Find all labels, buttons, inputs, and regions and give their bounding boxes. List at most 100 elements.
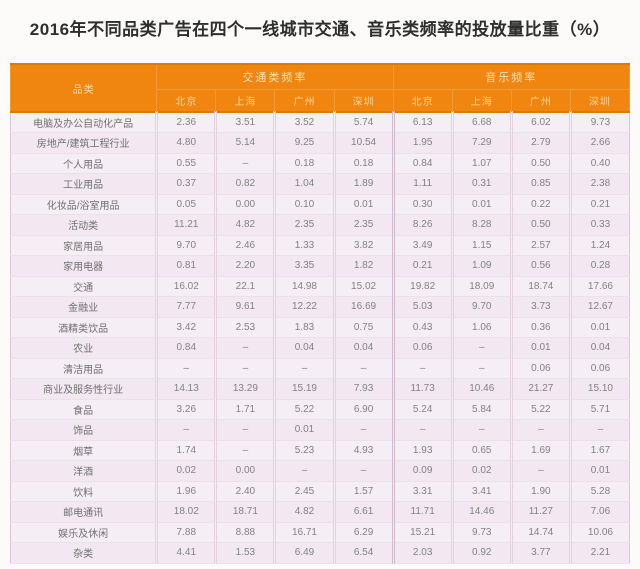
table-row: 活动类 11.21 4.82 2.35 2.35 8.26 8.28 0.50 0.33: [10, 214, 630, 236]
value-cell: 19.82: [391, 276, 453, 297]
value-cell: 3.31: [391, 481, 453, 502]
value-cell: –: [450, 358, 512, 379]
value-cell: 0.40: [568, 153, 630, 174]
value-cell: 6.02: [509, 112, 571, 133]
value-cell: 7.88: [155, 522, 216, 543]
value-cell: 2.66: [568, 132, 630, 154]
value-cell: 7.93: [332, 378, 394, 400]
value-cell: 8.28: [450, 214, 512, 236]
value-cell: 0.01: [450, 194, 512, 215]
value-cell: 10.54: [332, 132, 394, 154]
value-cell: –: [332, 419, 394, 441]
value-cell: 0.02: [155, 460, 216, 482]
value-cell: 0.84: [155, 337, 216, 359]
value-cell: 0.75: [332, 317, 394, 338]
value-cell: 3.51: [214, 112, 275, 133]
value-cell: 1.15: [450, 235, 512, 256]
value-cell: 5.84: [450, 399, 512, 420]
value-cell: 1.11: [391, 173, 453, 195]
value-cell: 0.01: [332, 194, 394, 215]
value-cell: 16.71: [273, 522, 335, 543]
value-cell: 16.69: [332, 296, 394, 318]
value-cell: 4.82: [273, 501, 335, 523]
value-cell: 2.38: [568, 173, 630, 195]
value-cell: 7.06: [568, 501, 630, 523]
category-cell: 杂类: [10, 542, 157, 564]
value-cell: 0.18: [273, 153, 335, 174]
value-cell: 8.26: [391, 214, 453, 236]
value-cell: 1.74: [155, 440, 216, 461]
category-cell: 化妆品/浴室用品: [10, 194, 157, 215]
value-cell: 9.73: [450, 522, 512, 543]
value-cell: 1.04: [273, 173, 335, 195]
value-cell: 3.35: [273, 255, 335, 277]
value-cell: –: [332, 460, 394, 482]
table-container: 品类 交通类频率 音乐频率 北京 上海 广州 深圳 北京 上海 广州 深圳 电脑及办公自动化产品 2.…: [9, 63, 631, 564]
category-cell: 洋酒: [10, 460, 157, 482]
value-cell: 1.24: [568, 235, 630, 256]
category-cell: 工业用品: [10, 173, 157, 195]
value-cell: 6.54: [332, 542, 394, 564]
value-cell: 6.49: [273, 542, 335, 564]
value-cell: 5.22: [509, 399, 571, 420]
value-cell: 0.21: [391, 255, 453, 277]
table-header-city: 广州: [510, 89, 571, 113]
value-cell: 3.52: [273, 112, 335, 133]
value-cell: 0.92: [450, 542, 512, 564]
table-row: 金融业 7.77 9.61 12.22 16.69 5.03 9.70 3.73 12.67: [10, 296, 630, 318]
value-cell: 1.69: [509, 440, 571, 461]
value-cell: 2.45: [273, 481, 335, 502]
value-cell: –: [391, 419, 453, 441]
value-cell: 22.1: [214, 276, 275, 297]
value-cell: 7.77: [155, 296, 216, 318]
value-cell: 1.53: [214, 542, 275, 564]
value-cell: 14.98: [273, 276, 335, 297]
value-cell: 0.82: [214, 173, 275, 195]
value-cell: –: [214, 153, 275, 174]
value-cell: 11.21: [155, 214, 216, 236]
value-cell: –: [273, 460, 335, 482]
value-cell: 3.26: [155, 399, 216, 420]
value-cell: 0.04: [332, 337, 394, 359]
table-header-city: 上海: [215, 89, 276, 113]
page-title: 2016年不同品类广告在四个一线城市交通、音乐类频率的投放量比重（%）: [29, 20, 611, 39]
value-cell: 0.00: [214, 460, 275, 482]
category-cell: 饮料: [10, 481, 157, 502]
value-cell: 14.46: [450, 501, 512, 523]
value-cell: 3.73: [509, 296, 571, 318]
value-cell: 0.00: [214, 194, 275, 215]
value-cell: 0.05: [155, 194, 216, 215]
value-cell: 0.30: [391, 194, 453, 215]
category-cell: 清洁用品: [10, 358, 157, 379]
table-row: 饮料 1.96 2.40 2.45 1.57 3.31 3.41 1.90 5.28: [10, 481, 630, 502]
value-cell: 2.36: [155, 112, 216, 133]
value-cell: 5.28: [568, 481, 630, 502]
table-row: 饰品 – –0.01– – – – –: [10, 419, 630, 441]
value-cell: 1.67: [568, 440, 630, 461]
value-cell: 5.14: [214, 132, 275, 154]
category-cell: 交通: [10, 276, 157, 297]
value-cell: 6.68: [450, 112, 512, 133]
value-cell: –: [214, 419, 275, 441]
value-cell: 0.06: [509, 358, 571, 379]
value-cell: 6.61: [332, 501, 394, 523]
table-row: 工业用品 0.37 0.82 1.04 1.89 1.11 0.31 0.85 2.38: [10, 173, 630, 195]
category-cell: 烟草: [10, 440, 157, 461]
value-cell: –: [391, 358, 453, 379]
table-row: 邮电通讯 18.02 18.71 4.82 6.61 11.71 14.46 11.27 7.0…: [10, 501, 630, 523]
value-cell: 5.71: [568, 399, 630, 420]
value-cell: 14.74: [509, 522, 571, 543]
value-cell: 2.40: [214, 481, 275, 502]
value-cell: 6.13: [391, 112, 453, 133]
table-row: 烟草 1.74–5.23 4.93 1.93 0.65 1.69 1.67: [10, 440, 630, 461]
value-cell: 4.93: [332, 440, 394, 461]
value-cell: 0.55: [155, 153, 216, 174]
table-header-city: 北京: [156, 89, 217, 113]
value-cell: 7.29: [450, 132, 512, 154]
value-cell: 0.21: [568, 194, 630, 215]
value-cell: 18.02: [155, 501, 216, 523]
value-cell: 1.83: [273, 317, 335, 338]
value-cell: –: [273, 358, 335, 379]
value-cell: 3.42: [155, 317, 216, 338]
value-cell: 2.57: [509, 235, 571, 256]
